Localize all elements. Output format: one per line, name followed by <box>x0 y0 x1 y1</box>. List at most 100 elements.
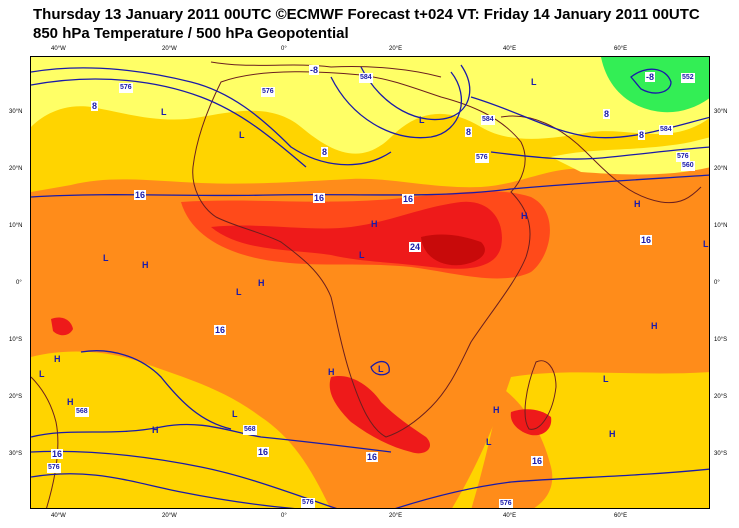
pressure-centre: H <box>609 429 616 439</box>
temperature-label: 16 <box>134 190 147 200</box>
geopotential-label: 584 <box>481 115 495 125</box>
lat-label-right: 20°N <box>714 166 728 172</box>
geopotential-contours <box>31 64 709 508</box>
temperature-band-very-hot-south <box>329 376 431 454</box>
pressure-centre: H <box>493 405 500 415</box>
pressure-centre: L <box>103 253 109 263</box>
lat-label-right: 30°S <box>714 451 728 457</box>
pressure-centre: L <box>603 374 609 384</box>
temperature-label: 16 <box>366 452 379 462</box>
temperature-band-mild-ocean <box>87 377 223 462</box>
temperature-band-very-hot-mada <box>510 409 552 436</box>
temperature-band-extreme <box>421 234 485 266</box>
lon-label-top: 20°W <box>162 46 177 52</box>
geopotential-label: 552 <box>681 73 695 83</box>
pressure-centre: H <box>152 425 159 435</box>
pressure-centre: H <box>54 354 61 364</box>
pressure-centre: L <box>486 437 492 447</box>
temperature-band-cool <box>31 57 709 154</box>
pressure-centre: H <box>328 367 335 377</box>
geopotential-label: 568 <box>75 407 89 417</box>
coastline-south-america <box>31 376 59 508</box>
lon-label-top: 0° <box>281 46 287 52</box>
geopotential-label: 584 <box>359 73 373 83</box>
temperature-band-warm-se <box>471 387 553 508</box>
temperature-label: 8 <box>465 127 473 137</box>
pressure-centre: L <box>419 115 425 125</box>
temperature-label: -8 <box>309 65 320 75</box>
lon-label-bottom: 40°W <box>51 513 66 519</box>
lon-label-top: 60°E <box>614 46 628 52</box>
lat-label-left: 30°N <box>9 109 23 115</box>
geopotential-label: 576 <box>47 463 61 473</box>
geopotential-label: 576 <box>475 153 489 163</box>
lat-label-left: 20°S <box>9 394 23 400</box>
temperature-label: 24 <box>409 242 422 252</box>
temperature-label: 8 <box>321 147 329 157</box>
lat-label-right: 10°N <box>714 223 728 229</box>
coastline-europe <box>210 61 442 78</box>
lon-label-top: 20°E <box>389 46 403 52</box>
lat-label-left: 20°N <box>9 166 23 172</box>
coastline-arabia <box>500 115 702 204</box>
temperature-label: 8 <box>638 130 646 140</box>
geopotential-label: 576 <box>119 83 133 93</box>
pressure-centre: L <box>703 239 709 249</box>
lat-label-right: 20°S <box>714 394 728 400</box>
pressure-centre: L <box>239 130 245 140</box>
temperature-label: 16 <box>640 235 653 245</box>
pressure-centre: H <box>142 260 149 270</box>
temperature-label: 8 <box>91 101 99 111</box>
lat-label-left: 30°S <box>9 451 23 457</box>
temperature-label: 16 <box>214 325 227 335</box>
temperature-label: 16 <box>402 194 415 204</box>
pressure-centre: L <box>359 250 365 260</box>
weather-map: L L L H H L H L H L H H L H L H H L H L … <box>30 56 710 509</box>
pressure-centre: H <box>371 219 378 229</box>
pressure-centre: H <box>651 321 658 331</box>
pressure-centre: L <box>378 364 384 374</box>
pressure-centre: L <box>39 369 45 379</box>
coastline-africa <box>192 71 531 438</box>
pressure-centre: H <box>258 278 265 288</box>
chart-title: Thursday 13 January 2011 00UTC ©ECMWF Fo… <box>33 6 700 23</box>
temperature-band-very-hot-west <box>51 317 73 336</box>
lat-label-right: 0° <box>714 280 720 286</box>
temperature-band-cool-2 <box>551 137 709 175</box>
lat-label-right: 30°N <box>714 109 728 115</box>
temperature-label: -8 <box>645 72 656 82</box>
temperature-label: 16 <box>531 456 544 466</box>
pressure-centre: L <box>236 287 242 297</box>
lat-label-right: 10°S <box>714 337 728 343</box>
geopotential-label: 576 <box>499 499 513 508</box>
pressure-centre: L <box>161 107 167 117</box>
geopotential-label: 576 <box>301 498 315 508</box>
lon-label-bottom: 20°E <box>389 513 403 519</box>
lon-label-bottom: 40°E <box>503 513 517 519</box>
geopotential-label: 576 <box>676 152 690 162</box>
lon-label-bottom: 60°E <box>614 513 628 519</box>
lon-label-bottom: 20°W <box>162 513 177 519</box>
lon-label-bottom: 0° <box>281 513 287 519</box>
temperature-label: 16 <box>51 449 64 459</box>
pressure-centre: H <box>67 397 74 407</box>
geopotential-label: 568 <box>243 425 257 435</box>
lat-label-left: 10°N <box>9 223 23 229</box>
temperature-label: 16 <box>257 447 270 457</box>
geopotential-label: 584 <box>659 125 673 135</box>
lon-label-top: 40°W <box>51 46 66 52</box>
pressure-centre: L <box>531 77 537 87</box>
chart-subtitle: 850 hPa Temperature / 500 hPa Geopotenti… <box>33 25 349 42</box>
pressure-centre: L <box>232 409 238 419</box>
coastline-madagascar <box>524 360 557 430</box>
temperature-field <box>31 57 709 508</box>
lat-label-left: 10°S <box>9 337 23 343</box>
pressure-centre: H <box>634 199 641 209</box>
temperature-label: 16 <box>313 193 326 203</box>
temperature-label: 8 <box>603 109 611 119</box>
lat-label-left: 0° <box>16 280 22 286</box>
temperature-band-cold <box>601 57 709 113</box>
pressure-centre: H <box>521 211 528 221</box>
geopotential-label: 560 <box>681 161 695 171</box>
lon-label-top: 40°E <box>503 46 517 52</box>
